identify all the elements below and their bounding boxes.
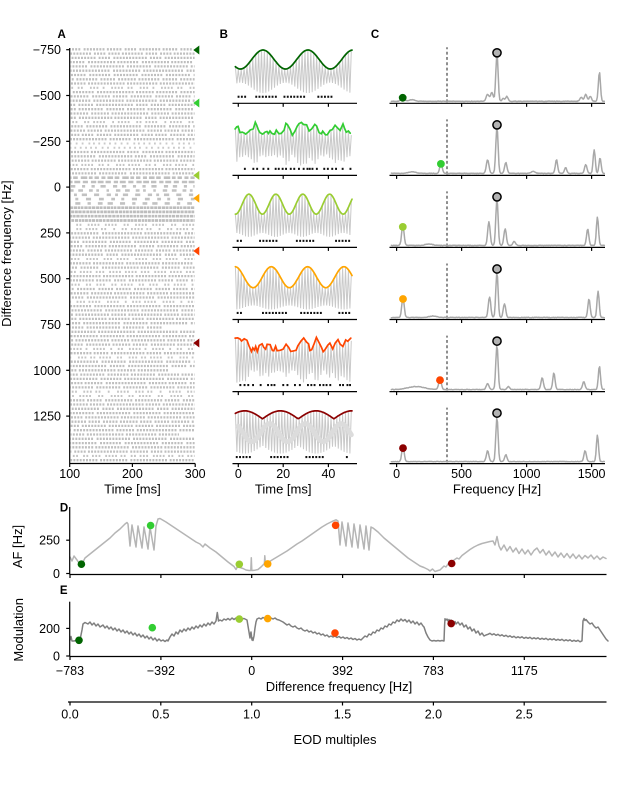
svg-text:392: 392 — [332, 664, 353, 678]
svg-text:A: A — [58, 29, 66, 41]
svg-text:2.0: 2.0 — [425, 708, 442, 722]
svg-text:250: 250 — [40, 226, 61, 240]
svg-text:−500: −500 — [33, 89, 61, 103]
svg-text:300: 300 — [185, 467, 206, 481]
svg-text:1175: 1175 — [511, 664, 538, 678]
svg-text:0.0: 0.0 — [61, 708, 78, 722]
svg-text:0: 0 — [54, 181, 61, 195]
svg-text:20: 20 — [276, 467, 290, 481]
svg-text:C: C — [371, 29, 379, 41]
svg-text:1.5: 1.5 — [334, 708, 351, 722]
svg-text:−783: −783 — [56, 664, 84, 678]
svg-text:40: 40 — [321, 467, 335, 481]
svg-text:750: 750 — [40, 318, 61, 332]
svg-text:0: 0 — [235, 467, 242, 481]
svg-text:E: E — [60, 585, 68, 597]
svg-text:−392: −392 — [147, 664, 175, 678]
svg-text:AF [Hz]: AF [Hz] — [10, 525, 25, 568]
svg-text:0: 0 — [393, 467, 400, 481]
svg-text:Modulation: Modulation — [11, 598, 26, 662]
svg-text:Frequency [Hz]: Frequency [Hz] — [453, 482, 541, 497]
svg-text:0: 0 — [248, 664, 255, 678]
svg-text:100: 100 — [59, 467, 80, 481]
svg-text:200: 200 — [122, 467, 143, 481]
svg-text:200: 200 — [39, 622, 60, 636]
svg-text:EOD multiples: EOD multiples — [293, 732, 377, 747]
svg-text:Difference frequency [Hz]: Difference frequency [Hz] — [266, 679, 412, 694]
svg-text:0: 0 — [53, 650, 60, 664]
svg-text:2.5: 2.5 — [516, 708, 533, 722]
svg-text:−750: −750 — [33, 43, 61, 57]
svg-text:783: 783 — [423, 664, 444, 678]
svg-text:D: D — [60, 502, 68, 514]
svg-text:0.5: 0.5 — [152, 708, 169, 722]
svg-text:Difference frequency [Hz]: Difference frequency [Hz] — [0, 180, 14, 326]
svg-text:−250: −250 — [33, 135, 61, 149]
svg-text:1500: 1500 — [578, 467, 606, 481]
svg-text:500: 500 — [40, 272, 61, 286]
svg-text:Time [ms]: Time [ms] — [255, 482, 312, 497]
svg-text:Time [ms]: Time [ms] — [104, 482, 161, 497]
svg-text:1250: 1250 — [33, 410, 61, 424]
svg-text:1000: 1000 — [513, 467, 541, 481]
svg-text:1000: 1000 — [33, 364, 61, 378]
svg-text:0: 0 — [53, 567, 60, 581]
svg-text:B: B — [220, 29, 228, 41]
svg-text:1.0: 1.0 — [243, 708, 260, 722]
svg-text:250: 250 — [39, 534, 60, 548]
svg-text:500: 500 — [451, 467, 472, 481]
